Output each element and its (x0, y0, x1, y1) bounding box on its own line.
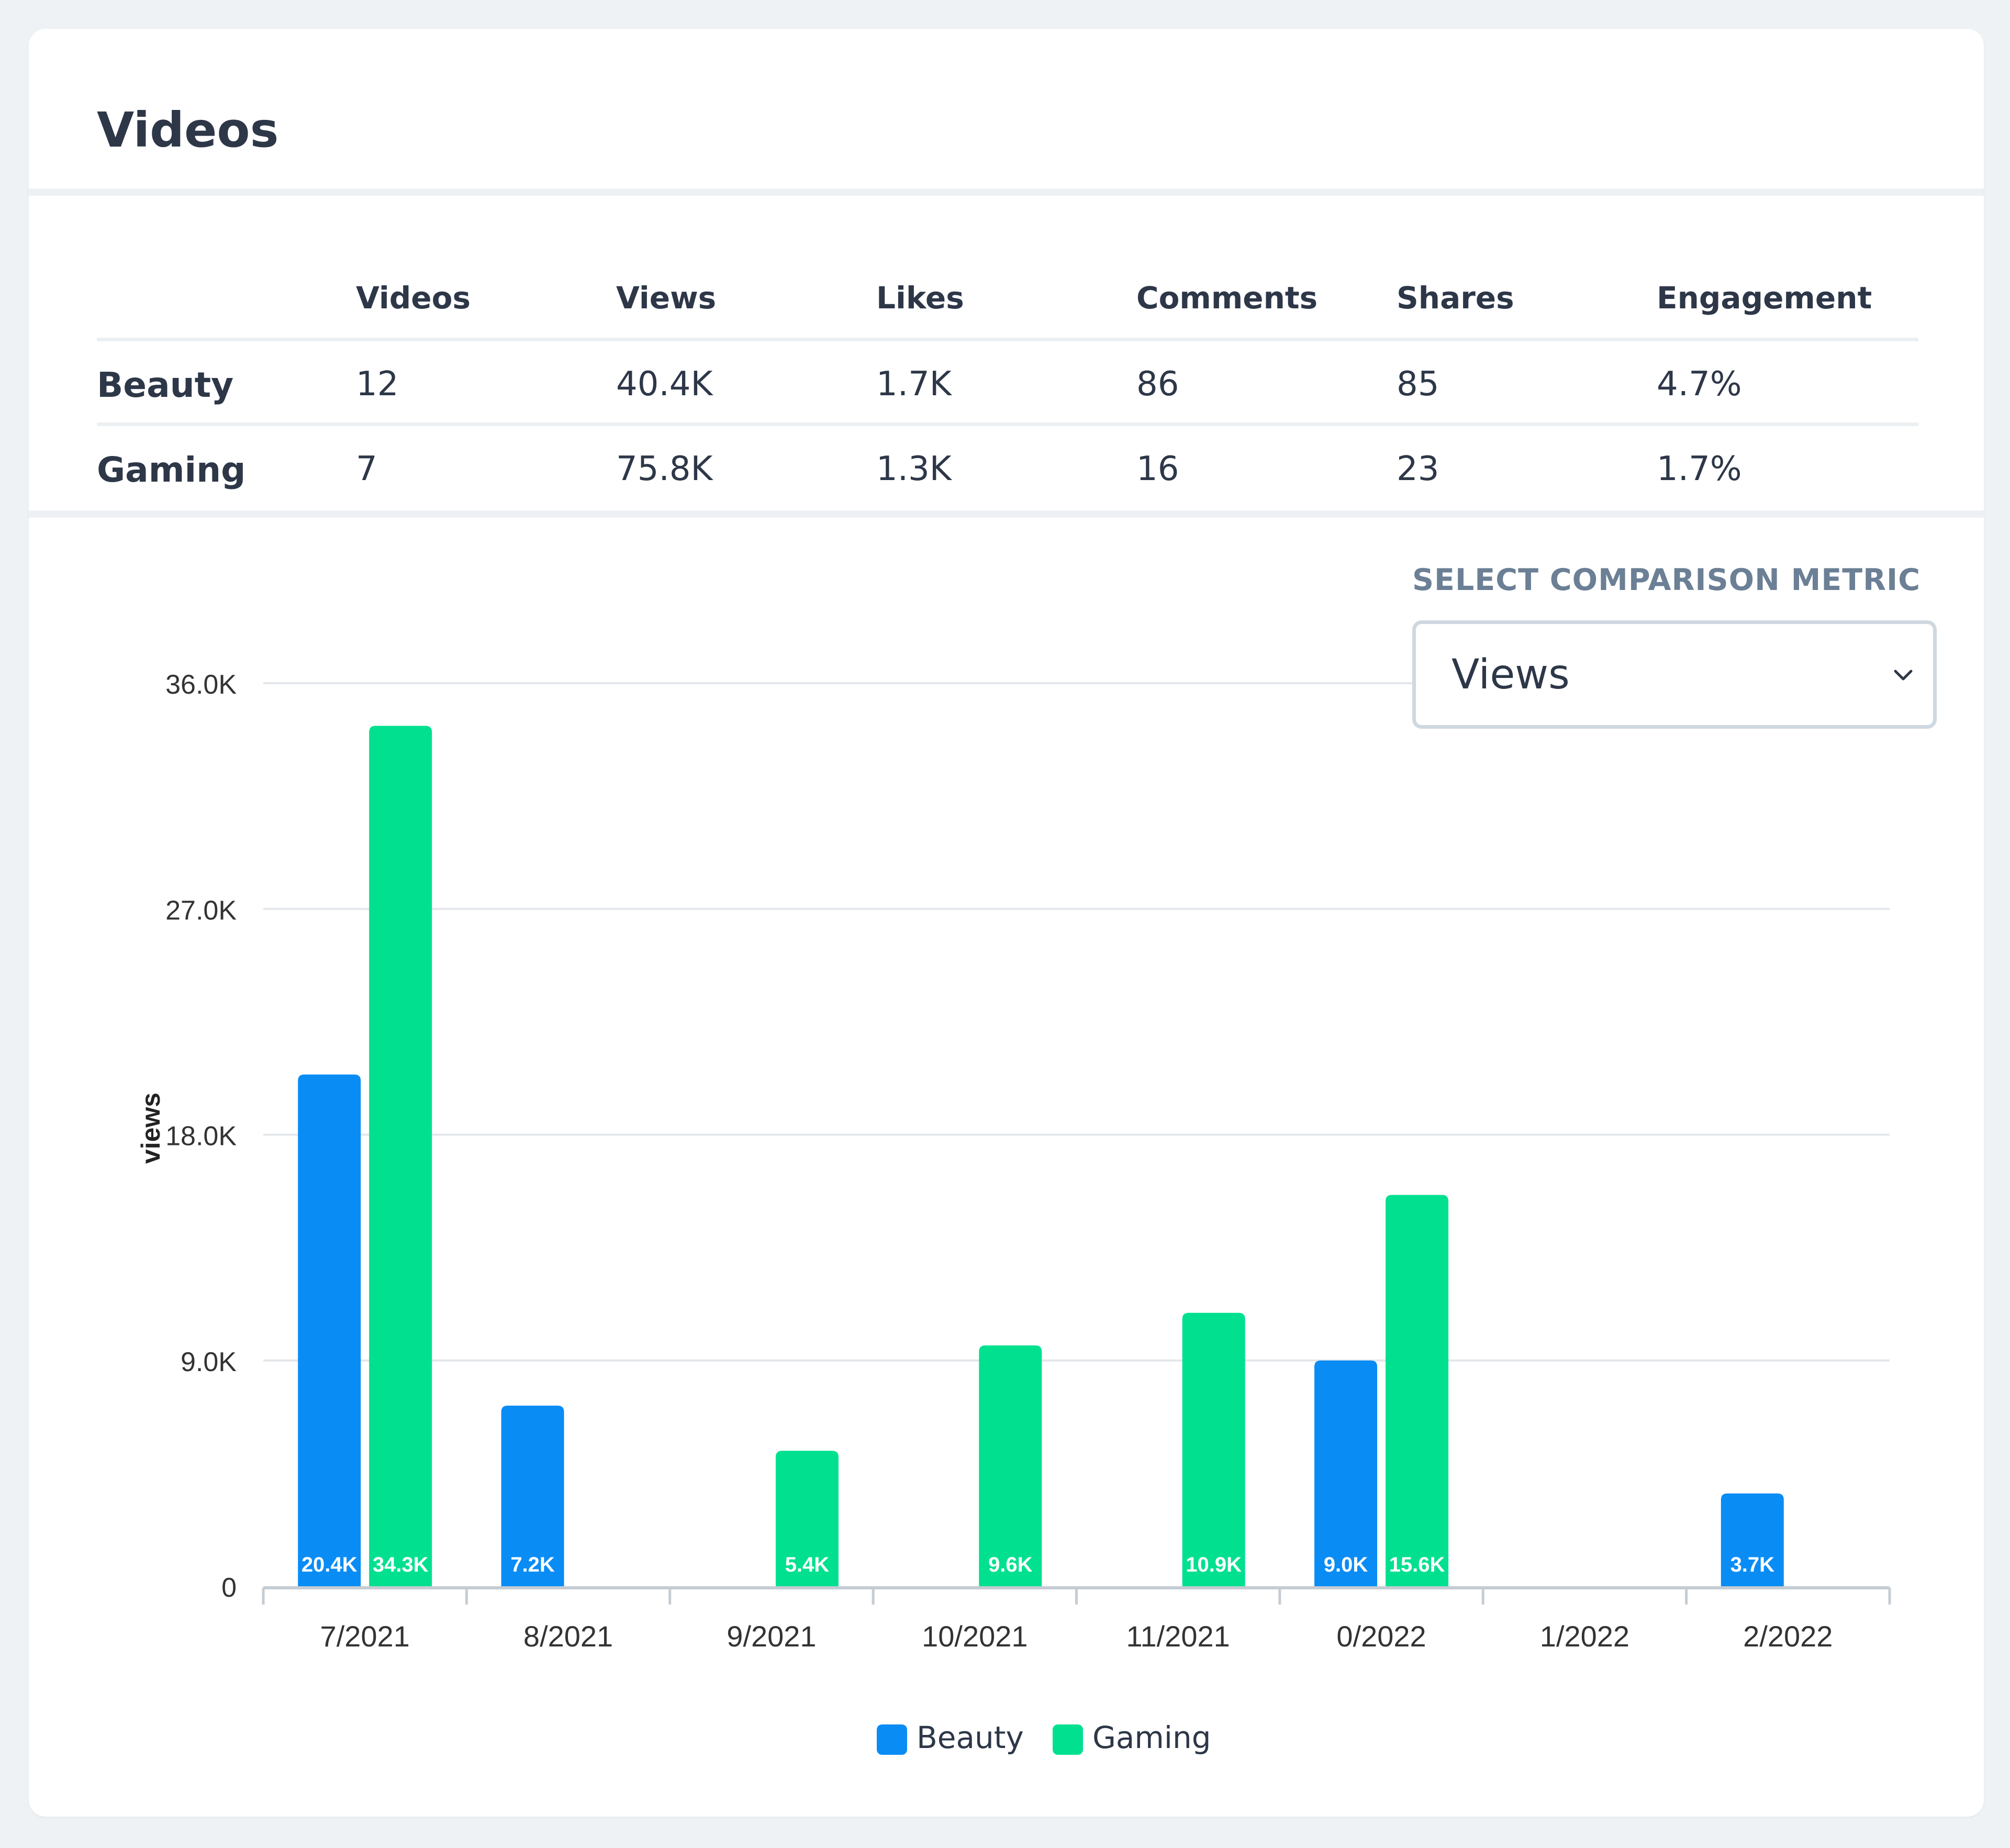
card-header: Videos (29, 29, 1984, 188)
y-tick-label: 9.0K (181, 1347, 237, 1377)
bar-data-label: 10.9K (1186, 1553, 1242, 1576)
x-tick-label: 8/2021 (523, 1620, 613, 1653)
col-header-engagement: Engagement (1657, 280, 1872, 316)
table-divider (29, 510, 1984, 518)
bar-data-label: 3.7K (1730, 1553, 1775, 1576)
x-tick-label: 0/2022 (1336, 1620, 1426, 1653)
page-title: Videos (97, 102, 279, 158)
stats-table: Videos Views Likes Comments Shares Engag… (97, 264, 1918, 507)
x-tick-label: 7/2021 (320, 1620, 410, 1653)
legend-item-beauty[interactable]: Beauty (877, 1720, 1024, 1755)
cell-beauty-videos: 12 (356, 365, 399, 404)
legend-label-beauty: Beauty (917, 1720, 1024, 1755)
col-header-shares: Shares (1397, 280, 1514, 316)
bar-gaming (979, 1345, 1042, 1586)
col-header-comments: Comments (1136, 280, 1318, 316)
bar-beauty (1314, 1360, 1378, 1586)
x-tick-label: 9/2021 (727, 1620, 816, 1653)
table-row: Gaming 7 75.8K 1.3K 16 23 1.7% (97, 426, 1918, 507)
bar-gaming (369, 726, 432, 1586)
row-label-gaming: Gaming (97, 450, 246, 490)
y-tick-label: 0 (221, 1573, 237, 1603)
x-tick-label: 11/2021 (1126, 1620, 1230, 1653)
x-tick-label: 1/2022 (1540, 1620, 1629, 1653)
row-label-beauty: Beauty (97, 365, 234, 405)
cell-gaming-shares: 23 (1397, 450, 1439, 488)
cell-gaming-engagement: 1.7% (1657, 450, 1742, 488)
stats-header-row: Videos Views Likes Comments Shares Engag… (97, 264, 1918, 341)
legend-item-gaming[interactable]: Gaming (1052, 1720, 1211, 1755)
cell-beauty-comments: 86 (1136, 365, 1179, 404)
bar-data-label: 9.0K (1324, 1553, 1368, 1576)
chart-legend: Beauty Gaming (877, 1720, 1237, 1756)
views-bar-chart: 0 9.0K 18.0K 27.0K 36.0K views 7/2021 8/2021 9/2… (136, 670, 1891, 1653)
bar-data-label: 34.3K (373, 1553, 429, 1576)
bar-data-label: 15.6K (1389, 1553, 1445, 1576)
header-divider (29, 188, 1984, 196)
col-header-likes: Likes (876, 280, 964, 316)
bar-data-label: 5.4K (785, 1553, 830, 1576)
bar-data-label: 7.2K (510, 1553, 555, 1576)
cell-gaming-views: 75.8K (616, 450, 713, 488)
comparison-metric-select[interactable]: Views (1412, 620, 1937, 729)
cell-gaming-comments: 16 (1136, 450, 1179, 488)
cell-beauty-likes: 1.7K (876, 365, 952, 404)
cell-gaming-videos: 7 (356, 450, 377, 488)
y-tick-label: 27.0K (165, 895, 237, 926)
comparison-metric-label: SELECT COMPARISON METRIC (1412, 563, 1921, 597)
videos-card: Videos Videos Views Likes Comments Share… (29, 29, 1984, 1817)
cell-gaming-likes: 1.3K (876, 450, 952, 488)
bar-beauty (298, 1074, 361, 1586)
legend-swatch-gaming (1052, 1724, 1083, 1755)
cell-beauty-engagement: 4.7% (1657, 365, 1742, 404)
col-header-videos: Videos (356, 280, 471, 316)
bar-beauty (501, 1406, 564, 1586)
comparison-metric-value: Views (1451, 651, 1570, 698)
cell-beauty-shares: 85 (1397, 365, 1439, 404)
chevron-down-icon (1894, 670, 1913, 681)
bar-gaming (1386, 1195, 1449, 1586)
legend-label-gaming: Gaming (1092, 1720, 1211, 1755)
y-axis-label: views (136, 1093, 165, 1164)
y-tick-label: 36.0K (165, 670, 237, 700)
col-header-views: Views (616, 280, 717, 316)
legend-swatch-beauty (877, 1724, 907, 1755)
x-tick-label: 2/2022 (1743, 1620, 1833, 1653)
cell-beauty-views: 40.4K (616, 365, 713, 404)
bar-beauty (1721, 1493, 1784, 1586)
bar-data-label: 9.6K (988, 1553, 1033, 1576)
x-tick-label: 10/2021 (922, 1620, 1028, 1653)
bar-data-label: 20.4K (302, 1553, 358, 1576)
bar-gaming (1182, 1312, 1245, 1586)
table-row: Beauty 12 40.4K 1.7K 86 85 4.7% (97, 341, 1918, 426)
bar-gaming (775, 1451, 839, 1586)
y-tick-label: 18.0K (165, 1121, 237, 1152)
